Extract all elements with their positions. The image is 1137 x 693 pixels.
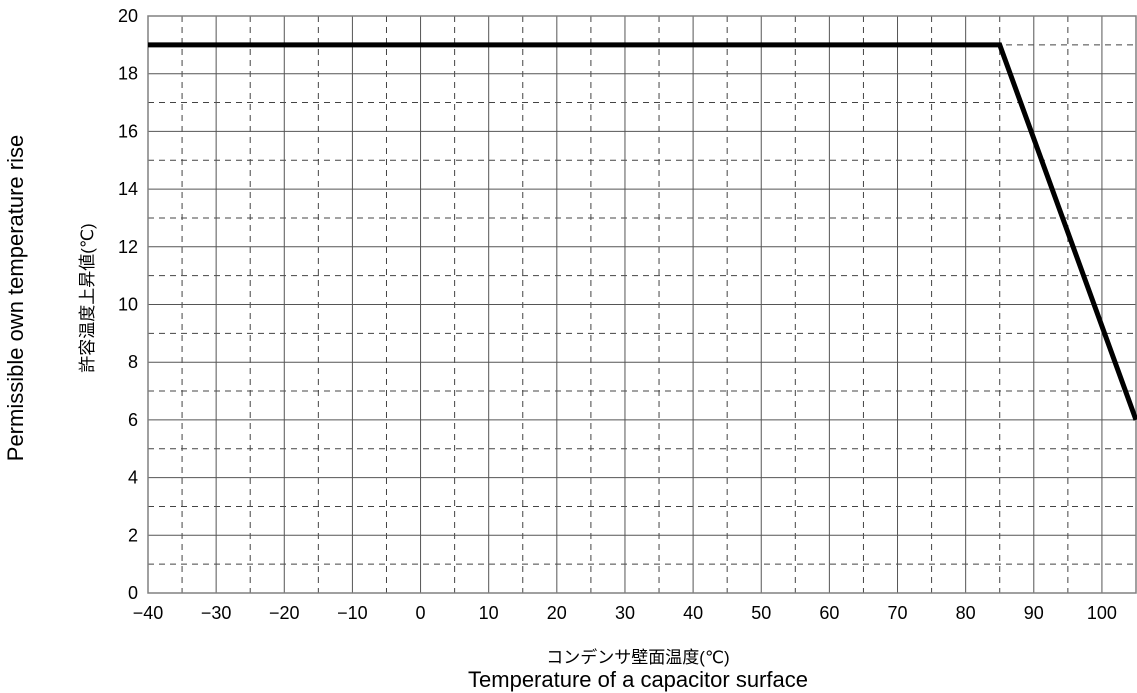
x-tick-label: 90 (1024, 603, 1044, 623)
x-tick-label: 50 (751, 603, 771, 623)
series-line (148, 42, 1137, 421)
y-tick-label: 2 (128, 525, 138, 545)
x-tick-label: −10 (337, 603, 368, 623)
x-tick-label: 80 (956, 603, 976, 623)
grid-major (148, 16, 1136, 593)
y-tick-label: 20 (118, 6, 138, 26)
x-tick-label: −40 (133, 603, 164, 623)
plot-frame (147, 15, 1137, 594)
x-tick-label: −30 (201, 603, 232, 623)
x-tick-label: 70 (888, 603, 908, 623)
series-layer (148, 42, 1137, 421)
x-tick-label: 10 (479, 603, 499, 623)
y-tick-label: 14 (118, 179, 138, 199)
y-tick-label: 16 (118, 121, 138, 141)
x-tick-label: 0 (416, 603, 426, 623)
x-tick-label: 60 (819, 603, 839, 623)
x-tick-label: 30 (615, 603, 635, 623)
y-tick-label: 8 (128, 352, 138, 372)
x-axis-title-en: Temperature of a capacitor surface (468, 667, 808, 692)
y-tick-label: 4 (128, 468, 138, 488)
y-tick-labels: 0 2 4 6 8 10 12 14 16 18 20 (118, 6, 138, 603)
x-axis-title-ja: コンデンサ壁面温度(℃) (546, 647, 729, 667)
y-tick-label: 18 (118, 64, 138, 84)
x-tick-labels: −40 −30 −20 −10 0 10 20 30 40 50 60 70 80 90 100 (133, 603, 1117, 623)
y-axis-title-en: Permissible own temperature rise (3, 135, 28, 461)
y-tick-label: 0 (128, 583, 138, 603)
y-tick-label: 6 (128, 410, 138, 430)
x-tick-label: 100 (1087, 603, 1117, 623)
x-tick-label: 40 (683, 603, 703, 623)
x-tick-label: −20 (269, 603, 300, 623)
y-axis-title-ja: 許容温度上昇値(℃) (78, 223, 97, 372)
y-tick-label: 10 (118, 295, 138, 315)
y-tick-label: 12 (118, 237, 138, 257)
x-tick-label: 20 (547, 603, 567, 623)
